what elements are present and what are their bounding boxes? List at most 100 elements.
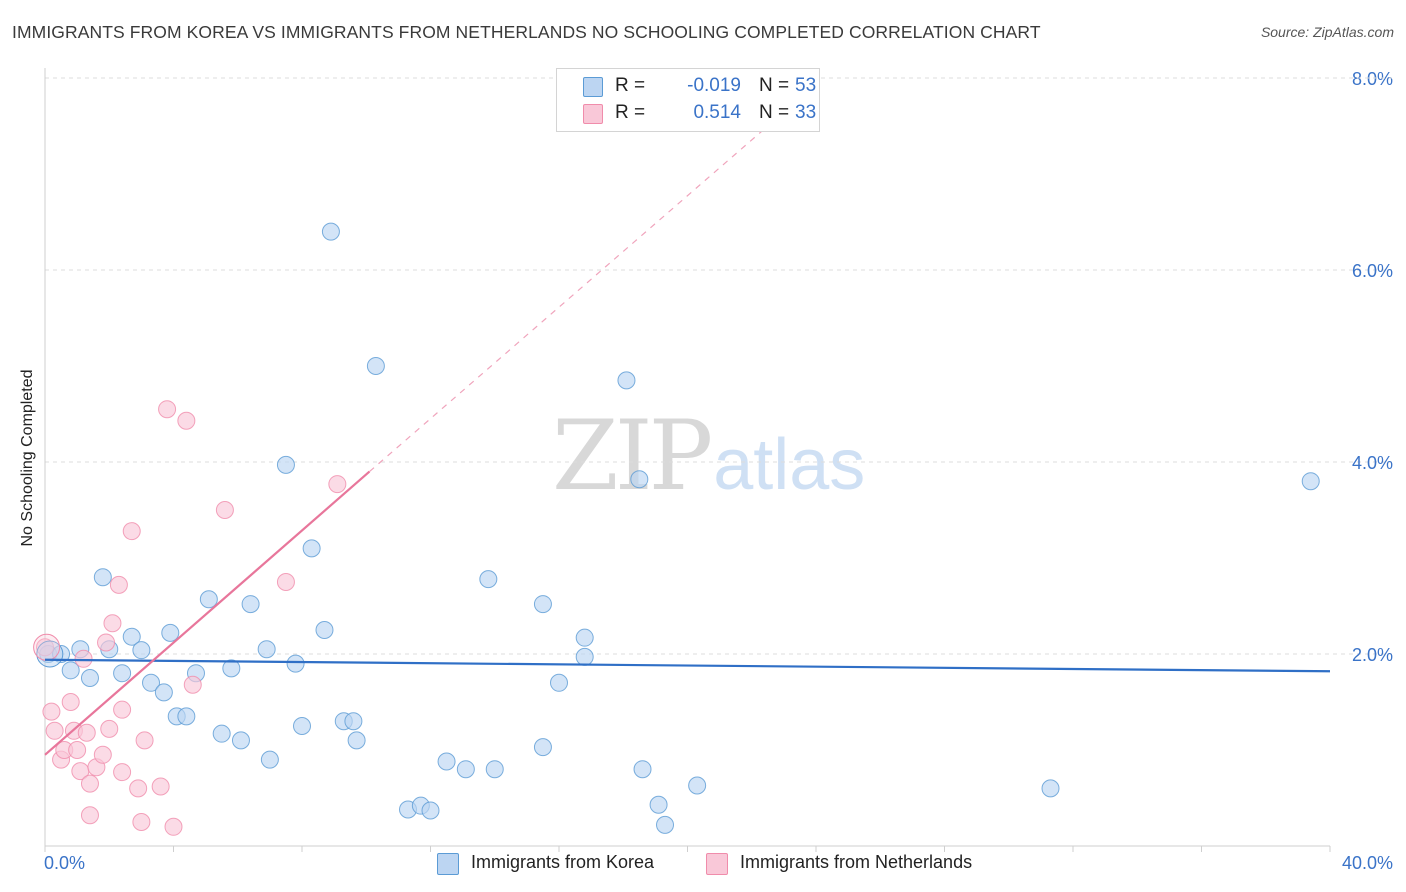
data-point-korea bbox=[177, 707, 196, 726]
legend-n-label: N = bbox=[759, 102, 790, 123]
legend-swatch-korea bbox=[583, 77, 603, 97]
data-point-korea bbox=[617, 371, 636, 390]
data-point-netherlands-large bbox=[33, 633, 61, 661]
data-point-korea bbox=[550, 673, 568, 692]
data-point-netherlands bbox=[113, 763, 132, 782]
data-point-korea bbox=[212, 724, 231, 743]
y-tick-label: 4.0% bbox=[1352, 453, 1393, 473]
data-point-netherlands bbox=[80, 806, 99, 825]
data-point-netherlands bbox=[42, 702, 61, 721]
series-korea bbox=[39, 222, 1320, 834]
data-point-korea bbox=[302, 539, 321, 558]
chart-title: IMMIGRANTS FROM KOREA VS IMMIGRANTS FROM… bbox=[12, 22, 1041, 42]
data-point-korea bbox=[421, 801, 440, 820]
data-point-korea bbox=[142, 673, 161, 692]
data-point-korea bbox=[688, 776, 707, 795]
bottom-legend-swatch-korea bbox=[437, 853, 459, 875]
data-point-netherlands bbox=[68, 741, 87, 759]
data-point-netherlands bbox=[80, 774, 99, 793]
bottom-legend-swatch-netherlands bbox=[706, 853, 728, 875]
data-point-korea bbox=[1301, 472, 1320, 491]
data-point-korea bbox=[1041, 779, 1060, 798]
legend-n-value-netherlands: 33 bbox=[795, 102, 817, 123]
data-point-korea bbox=[231, 731, 250, 750]
data-point-korea bbox=[533, 595, 552, 614]
data-point-korea bbox=[132, 641, 151, 660]
data-point-netherlands bbox=[215, 501, 234, 519]
data-point-korea bbox=[257, 640, 276, 659]
data-point-korea bbox=[113, 664, 132, 683]
data-point-korea bbox=[154, 683, 173, 702]
data-point-korea bbox=[630, 470, 649, 489]
data-point-korea bbox=[293, 717, 311, 735]
data-point-netherlands bbox=[183, 675, 202, 694]
data-point-korea bbox=[286, 654, 305, 673]
data-point-netherlands bbox=[129, 779, 148, 798]
data-point-netherlands bbox=[97, 633, 116, 652]
data-point-netherlands bbox=[276, 573, 295, 591]
data-point-korea bbox=[344, 712, 363, 731]
data-point-korea bbox=[321, 222, 340, 241]
data-point-korea bbox=[260, 750, 279, 769]
data-point-korea bbox=[633, 760, 652, 779]
y-tick-label: 8.0% bbox=[1352, 69, 1393, 89]
data-point-korea bbox=[533, 738, 552, 757]
data-point-korea bbox=[347, 731, 366, 750]
trend-line-netherlands-extension bbox=[369, 125, 769, 473]
data-point-netherlands bbox=[109, 575, 128, 594]
legend-r-value-korea: -0.019 bbox=[687, 75, 741, 96]
data-point-korea bbox=[479, 570, 498, 589]
legend-n-value-korea: 53 bbox=[795, 75, 817, 96]
data-point-netherlands bbox=[158, 400, 177, 419]
data-point-korea bbox=[575, 647, 594, 666]
data-point-korea bbox=[80, 669, 99, 687]
data-point-korea bbox=[276, 455, 295, 474]
bottom-legend-label-korea: Immigrants from Korea bbox=[471, 852, 655, 872]
data-point-korea bbox=[315, 621, 334, 639]
source-credit: Source: ZipAtlas.com bbox=[1260, 24, 1394, 40]
legend-r-value-netherlands: 0.514 bbox=[693, 102, 741, 123]
data-point-korea bbox=[199, 590, 218, 609]
x-tick-label: 40.0% bbox=[1342, 853, 1393, 873]
series-netherlands bbox=[36, 400, 347, 836]
y-axis-label: No Schooling Completed bbox=[19, 369, 36, 547]
data-point-korea bbox=[61, 661, 80, 680]
data-point-netherlands bbox=[93, 745, 112, 764]
data-point-netherlands bbox=[132, 813, 151, 831]
data-point-netherlands bbox=[45, 721, 64, 740]
data-point-netherlands bbox=[151, 777, 170, 796]
legend-swatch-netherlands bbox=[583, 104, 603, 124]
data-point-netherlands bbox=[122, 522, 141, 541]
data-point-korea bbox=[122, 627, 141, 646]
data-point-netherlands bbox=[61, 693, 80, 711]
legend-r-label: R = bbox=[615, 75, 646, 96]
data-point-netherlands bbox=[177, 411, 196, 430]
data-point-korea bbox=[161, 623, 180, 642]
y-tick-label: 2.0% bbox=[1352, 645, 1393, 665]
trend-line-korea bbox=[44, 658, 1331, 673]
data-point-korea bbox=[222, 659, 241, 678]
y-tick-label: 6.0% bbox=[1352, 261, 1393, 281]
correlation-legend: R = -0.019 N = 53 R = 0.514 N = 33 bbox=[556, 68, 820, 132]
data-point-korea bbox=[649, 795, 668, 814]
data-point-korea bbox=[575, 628, 594, 647]
data-point-netherlands bbox=[103, 614, 122, 633]
data-point-korea bbox=[456, 760, 475, 779]
data-point-netherlands bbox=[164, 817, 183, 836]
data-point-korea bbox=[656, 815, 675, 834]
x-tick-label: 0.0% bbox=[44, 853, 85, 873]
bottom-legend-label-netherlands: Immigrants from Netherlands bbox=[740, 852, 973, 872]
data-point-korea bbox=[93, 568, 112, 587]
data-point-korea bbox=[366, 357, 385, 375]
legend-n-label: N = bbox=[759, 75, 790, 96]
legend-r-label: R = bbox=[615, 102, 646, 123]
trend-line-netherlands bbox=[44, 470, 371, 756]
data-point-korea bbox=[241, 595, 260, 614]
data-point-netherlands bbox=[113, 700, 132, 719]
data-point-netherlands bbox=[77, 723, 96, 742]
data-point-korea bbox=[437, 752, 456, 771]
data-point-netherlands bbox=[135, 731, 154, 750]
data-point-korea bbox=[485, 760, 504, 779]
data-point-netherlands bbox=[100, 719, 119, 738]
